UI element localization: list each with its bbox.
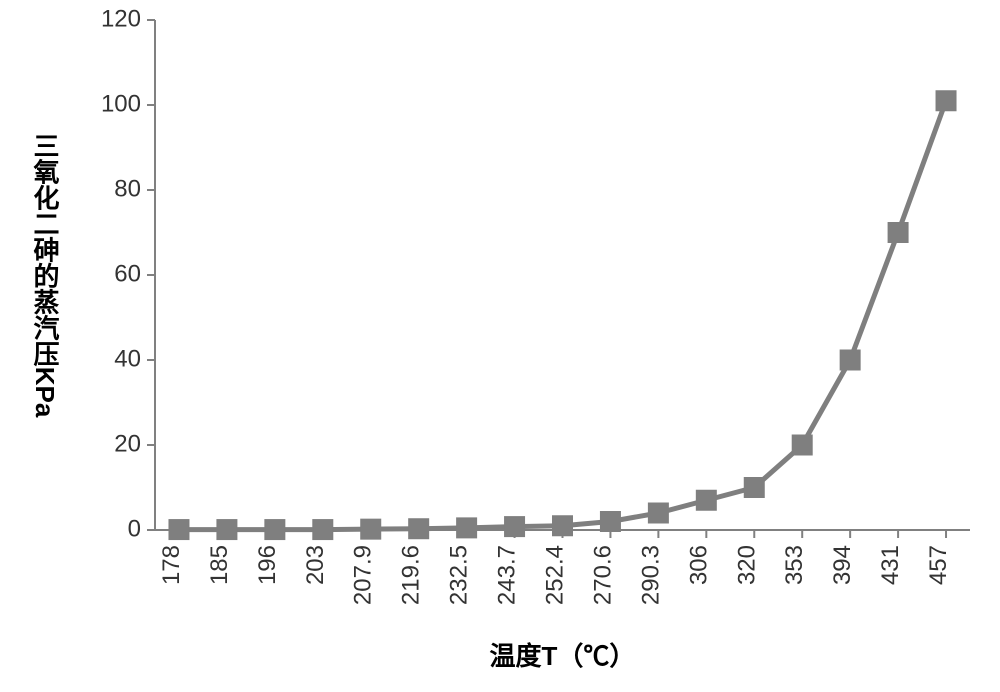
data-marker bbox=[840, 350, 860, 370]
data-marker bbox=[409, 519, 429, 539]
data-marker bbox=[169, 520, 189, 540]
x-tick-label: 431 bbox=[877, 545, 904, 585]
x-tick-label: 196 bbox=[254, 545, 281, 585]
vapor-pressure-chart: 0 20 40 60 80 100 120 178 185 196 203 207.9 219.6 232… bbox=[0, 0, 1000, 692]
y-tick-label: 100 bbox=[101, 90, 141, 117]
data-marker bbox=[361, 519, 381, 539]
y-tick-label: 60 bbox=[114, 260, 141, 287]
x-tick-label: 320 bbox=[733, 545, 760, 585]
x-axis-title: 温度T（℃） bbox=[490, 641, 636, 671]
y-tick-label: 0 bbox=[128, 515, 141, 542]
x-tick-label: 207.9 bbox=[350, 545, 377, 605]
data-marker bbox=[457, 518, 477, 538]
data-marker bbox=[888, 223, 908, 243]
y-tick-label: 80 bbox=[114, 175, 141, 202]
x-tick-label: 457 bbox=[925, 545, 952, 585]
x-tick-label: 270.6 bbox=[589, 545, 616, 605]
chart-container: 0 20 40 60 80 100 120 178 185 196 203 207.9 219.6 232… bbox=[0, 0, 1000, 692]
y-tick-label: 20 bbox=[114, 430, 141, 457]
x-tick-label: 306 bbox=[685, 545, 712, 585]
data-marker bbox=[265, 520, 285, 540]
data-marker bbox=[553, 516, 573, 536]
data-marker bbox=[600, 512, 620, 532]
x-tick-label: 353 bbox=[781, 545, 808, 585]
x-tick-label: 252.4 bbox=[542, 545, 569, 605]
x-tick-label: 178 bbox=[158, 545, 185, 585]
y-axis-title: 三氧化二砷的蒸汽压KPa bbox=[30, 133, 60, 418]
x-tick-label: 290.3 bbox=[637, 545, 664, 605]
y-tick-label: 120 bbox=[101, 5, 141, 32]
data-marker bbox=[648, 503, 668, 523]
x-tick-label: 219.6 bbox=[398, 545, 425, 605]
data-marker bbox=[696, 490, 716, 510]
x-tick-label: 232.5 bbox=[446, 545, 473, 605]
x-tick-label: 243.7 bbox=[494, 545, 521, 605]
data-marker bbox=[217, 520, 237, 540]
x-tick-label: 203 bbox=[302, 545, 329, 585]
data-marker bbox=[744, 478, 764, 498]
data-marker bbox=[505, 517, 525, 537]
x-tick-label: 185 bbox=[206, 545, 233, 585]
x-tick-label: 394 bbox=[829, 545, 856, 585]
data-marker bbox=[313, 520, 333, 540]
data-marker bbox=[792, 435, 812, 455]
y-tick-label: 40 bbox=[114, 345, 141, 372]
data-marker bbox=[936, 91, 956, 111]
